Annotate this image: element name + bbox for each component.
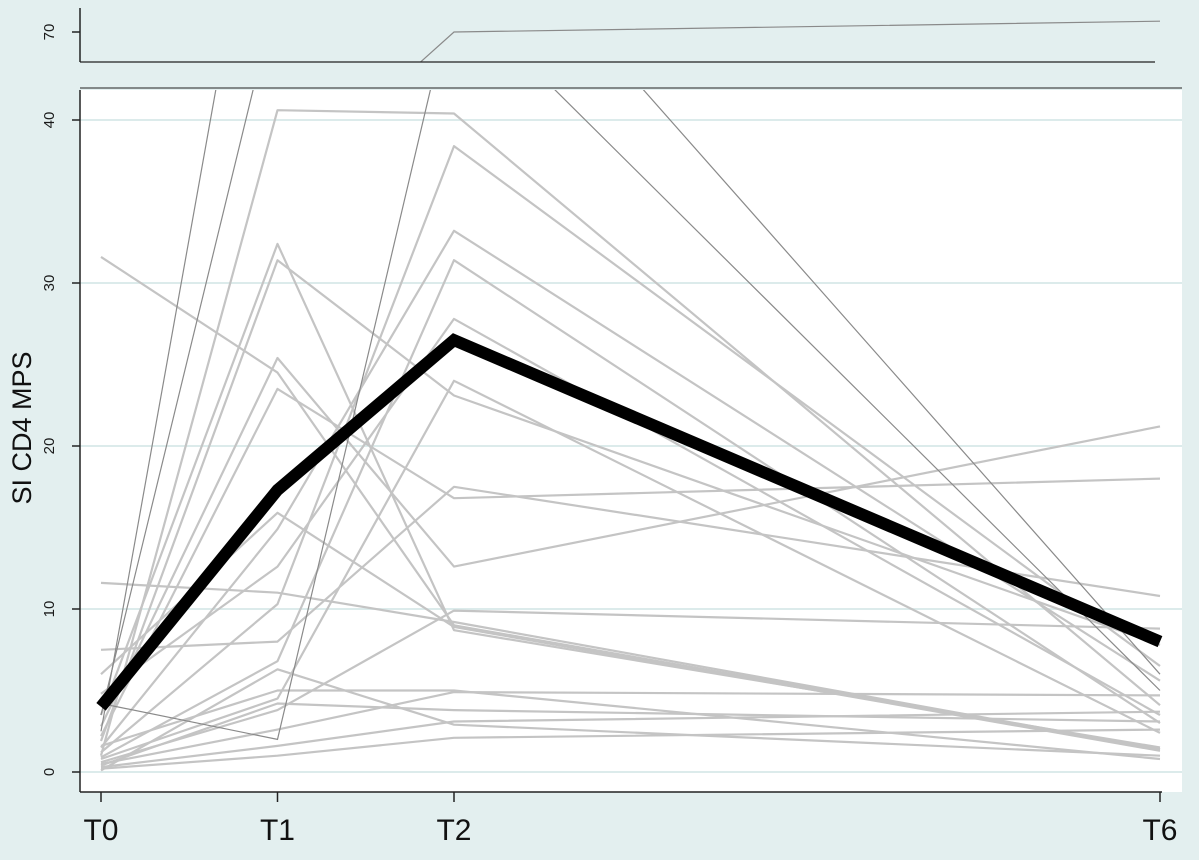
individual-series-line [99, 242, 1161, 749]
individual-series-line [100, 145, 1161, 754]
individual-lines [99, 109, 1161, 772]
individual-series-line [100, 581, 1161, 751]
y-tick-label: 0 [41, 768, 58, 776]
individual-series-line [100, 609, 1161, 764]
y-tick-label-upper: 70 [41, 24, 58, 41]
y-axis-label: SI CD4 MPS [7, 351, 37, 504]
outlier-series-line-upper [419, 20, 1161, 62]
axes: 0 10 20 30 40 70 T0 T1 T2 T6 [41, 8, 1182, 847]
individual-series-line [100, 710, 1161, 769]
y-tick-label: 40 [41, 112, 58, 129]
x-tick-label: T0 [83, 814, 118, 847]
mean-series-line [96, 333, 1163, 711]
individual-series-line [100, 255, 1161, 751]
y-tick-label: 20 [41, 438, 58, 455]
lower-panel [80, 90, 1182, 792]
individual-series-line [100, 668, 1161, 772]
individual-series-line [100, 689, 1161, 761]
outlier-series-line [100, 90, 1161, 732]
individual-series-line [99, 109, 1161, 756]
individual-series-line [100, 229, 1161, 749]
individual-series-line [100, 379, 1161, 761]
mean-line-group [96, 333, 1163, 711]
x-tick-label: T6 [1142, 814, 1177, 847]
outlier-lines-lower [100, 90, 1161, 741]
outlier-series-line [100, 90, 1161, 741]
x-tick-label: T1 [260, 814, 295, 847]
individual-series-line [100, 728, 1161, 770]
individual-series-line [100, 485, 1161, 651]
outlier-series-line [100, 90, 254, 716]
outlier-lines-upper [419, 20, 1161, 62]
outlier-lines [100, 20, 1161, 741]
individual-series-line [100, 690, 1161, 765]
individual-series-line [99, 259, 1161, 742]
y-tick-label: 10 [41, 601, 58, 618]
upper-panel [80, 8, 1182, 62]
y-tick-label: 30 [41, 275, 58, 292]
x-tick-label: T2 [436, 814, 471, 847]
